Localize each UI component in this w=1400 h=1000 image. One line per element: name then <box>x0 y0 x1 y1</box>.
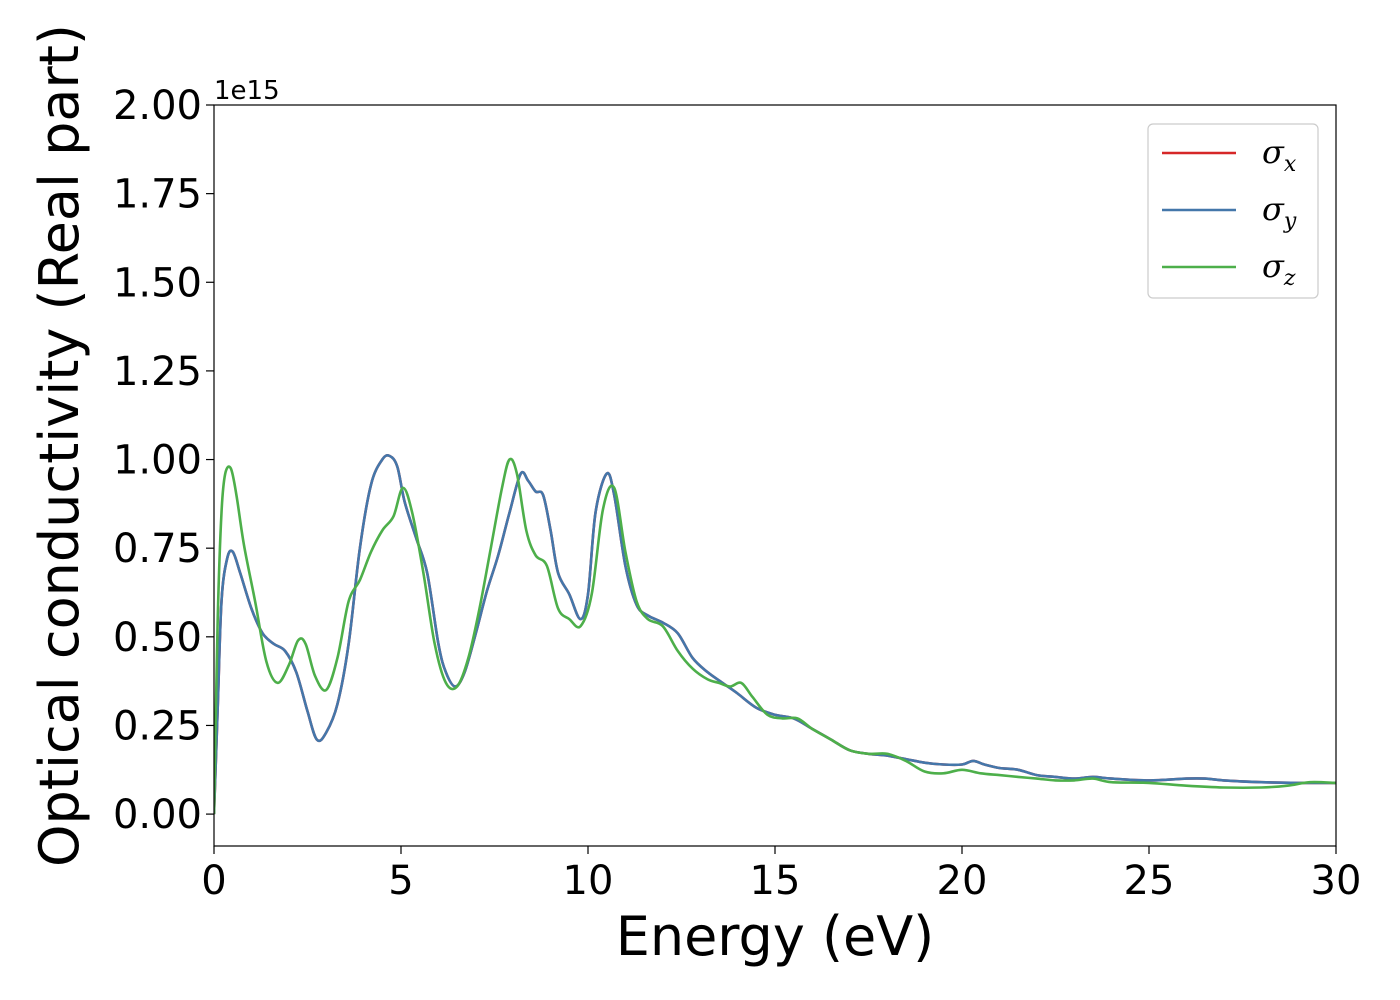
y-axis-ticks: 0.00 0.25 0.50 0.75 1.00 1.25 1.50 1.75 2.00 <box>113 83 214 838</box>
x-tick-label: 15 <box>750 858 801 904</box>
series-line-x <box>214 455 1336 814</box>
plot-curves <box>214 455 1336 814</box>
x-tick-label: 20 <box>937 858 988 904</box>
x-tick-label: 10 <box>563 858 614 904</box>
x-tick-label: 25 <box>1124 858 1175 904</box>
x-axis-title: Energy (eV) <box>616 905 935 968</box>
x-tick-label: 30 <box>1311 858 1362 904</box>
y-tick-label: 0.25 <box>113 703 202 749</box>
y-tick-label: 0.00 <box>113 792 202 838</box>
y-tick-label: 0.75 <box>113 526 202 572</box>
x-axis-ticks: 0 5 10 15 20 25 30 <box>201 846 1361 904</box>
y-axis-title: Optical conductivity (Real part) <box>28 24 91 867</box>
y-tick-label: 1.50 <box>113 260 202 306</box>
series-line-z <box>214 459 1336 814</box>
series-line-y <box>214 455 1336 814</box>
y-tick-label: 1.25 <box>113 349 202 395</box>
x-tick-label: 5 <box>388 858 413 904</box>
y-tick-label: 2.00 <box>113 83 202 129</box>
y-tick-label: 0.50 <box>113 615 202 661</box>
y-tick-label: 1.00 <box>113 438 202 484</box>
y-axis-offset-label: 1e15 <box>214 76 280 106</box>
x-tick-label: 0 <box>201 858 226 904</box>
y-tick-label: 1.75 <box>113 172 202 218</box>
